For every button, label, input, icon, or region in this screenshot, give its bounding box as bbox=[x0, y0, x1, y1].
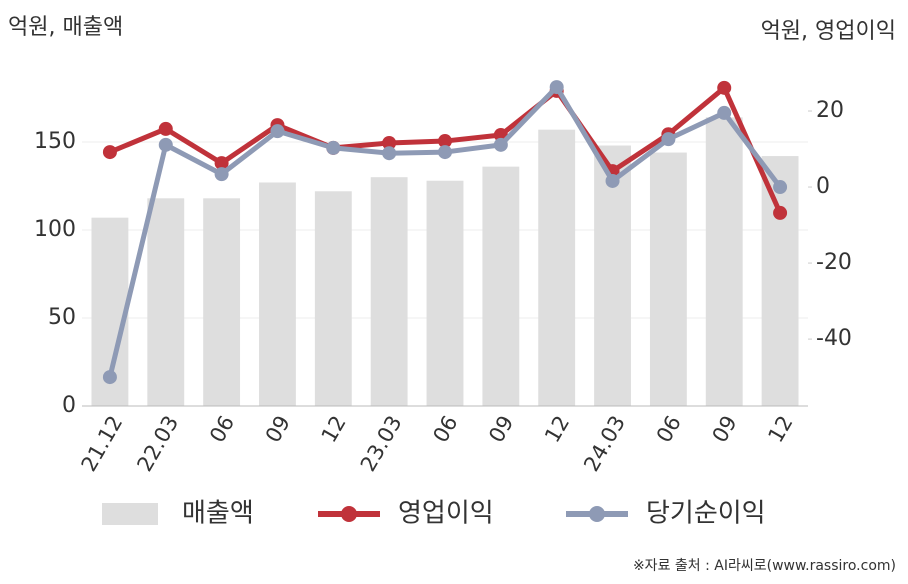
bar bbox=[594, 145, 631, 406]
point bbox=[158, 137, 173, 152]
x-tick-label: 12 bbox=[540, 412, 574, 447]
y-tick-label: 150 bbox=[34, 129, 76, 154]
legend-swatch bbox=[589, 506, 605, 522]
bar bbox=[203, 198, 241, 406]
point bbox=[493, 137, 508, 152]
bar bbox=[147, 198, 185, 406]
x-tick-label: 06 bbox=[205, 412, 239, 447]
y-axis-label: 억원, 매출액 bbox=[8, 15, 123, 40]
point bbox=[549, 80, 564, 95]
point bbox=[270, 124, 285, 139]
y2-tick-label: 0 bbox=[816, 174, 830, 199]
point bbox=[326, 140, 341, 155]
point bbox=[438, 145, 452, 160]
y2-tick-label: 20 bbox=[816, 98, 844, 123]
x-tick-label: 22.03 bbox=[132, 412, 183, 476]
bar bbox=[761, 156, 799, 406]
x-tick-label: 23.03 bbox=[356, 412, 407, 476]
point bbox=[717, 105, 732, 120]
x-tick-label: 21.12 bbox=[77, 412, 128, 476]
x-tick-label: 09 bbox=[708, 412, 742, 447]
bar bbox=[649, 152, 687, 406]
bar bbox=[426, 180, 464, 406]
point bbox=[158, 121, 173, 136]
y-tick-label: 100 bbox=[34, 217, 76, 242]
x-tick-label: 12 bbox=[763, 412, 797, 447]
y-tick-label: 0 bbox=[62, 393, 76, 418]
y2-tick-label: -20 bbox=[816, 250, 852, 275]
legend-label: 영업이익 bbox=[398, 499, 494, 529]
bar bbox=[705, 117, 743, 407]
point bbox=[773, 180, 788, 195]
bar bbox=[482, 166, 520, 406]
y2-axis-label: 억원, 영업이익 bbox=[761, 19, 896, 44]
x-tick-label: 24.03 bbox=[579, 412, 630, 476]
y2-tick-label: -40 bbox=[816, 326, 852, 351]
x-tick-label: 06 bbox=[652, 412, 686, 447]
point bbox=[773, 205, 788, 220]
point bbox=[605, 173, 620, 188]
source: ※자료 출처 : AI라씨로(www.rassiro.com) bbox=[633, 558, 896, 574]
bar bbox=[259, 182, 296, 406]
point bbox=[717, 80, 732, 95]
legend-swatch bbox=[102, 503, 158, 525]
y-tick-label: 50 bbox=[48, 305, 76, 330]
x-tick-label: 12 bbox=[317, 412, 351, 447]
point bbox=[382, 135, 397, 150]
point bbox=[438, 134, 452, 149]
point bbox=[382, 146, 397, 161]
x-tick-label: 09 bbox=[484, 412, 518, 447]
point bbox=[214, 167, 229, 182]
bar bbox=[314, 191, 352, 406]
point bbox=[102, 145, 117, 160]
point bbox=[661, 132, 676, 147]
legend-label: 당기순이익 bbox=[646, 499, 766, 529]
bar bbox=[370, 177, 408, 406]
legend-swatch bbox=[341, 506, 357, 522]
point bbox=[214, 156, 229, 171]
x-tick-label: 09 bbox=[261, 412, 295, 447]
legend-label: 매출액 bbox=[182, 499, 254, 529]
bar bbox=[538, 129, 576, 406]
point bbox=[102, 370, 117, 385]
x-tick-label: 06 bbox=[428, 412, 462, 447]
